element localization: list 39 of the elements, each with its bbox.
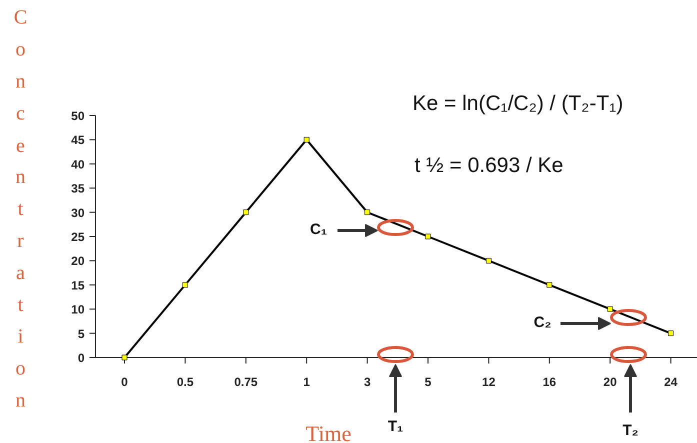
point [668,330,674,336]
text: Ke = ln(C₁/C₂) / (T₂-T₁) [412,92,624,115]
text: Concentration [14,6,28,412]
point [486,258,492,264]
x-tick-label: 0.75 [234,375,258,389]
y-tick-label: 20 [71,254,85,268]
text: T₂ [622,422,638,439]
x-tick-label: 0.5 [176,375,194,389]
x-axis-title: Time [306,421,352,443]
point [122,354,128,360]
y-tick-label: 5 [78,326,85,341]
y-tick-label: 30 [71,206,85,220]
annotation: t ½ = 0.693 / Ke [414,154,564,177]
point [243,210,249,216]
y-tick-label: 35 [71,182,85,196]
x-tick-label: 16 [542,375,556,389]
y-tick-label: 15 [71,278,85,292]
point [546,282,552,288]
x-tick-label: 1 [303,375,310,389]
x-tick-label: 3 [364,375,371,389]
y-tick-label: 10 [71,302,85,317]
point [304,136,310,142]
annotation: C₂ [534,314,552,331]
x-tick-label: 20 [603,375,618,389]
text: T₁ [388,418,404,435]
point [182,282,188,288]
point [364,210,370,216]
y-tick-label: 45 [71,133,85,148]
x-tick-label: 0 [121,375,128,389]
y-tick-label: 0 [78,351,85,365]
x-tick-label: 12 [482,375,496,389]
point [607,306,613,312]
x-tick-label: 5 [424,375,432,389]
y-tick-label: 25 [71,230,85,244]
y-tick-label: 50 [71,109,85,123]
y-tick-label: 40 [71,157,85,172]
x-tick-label: 24 [664,375,678,389]
point [425,234,431,240]
annotation: C₁ [310,221,328,238]
